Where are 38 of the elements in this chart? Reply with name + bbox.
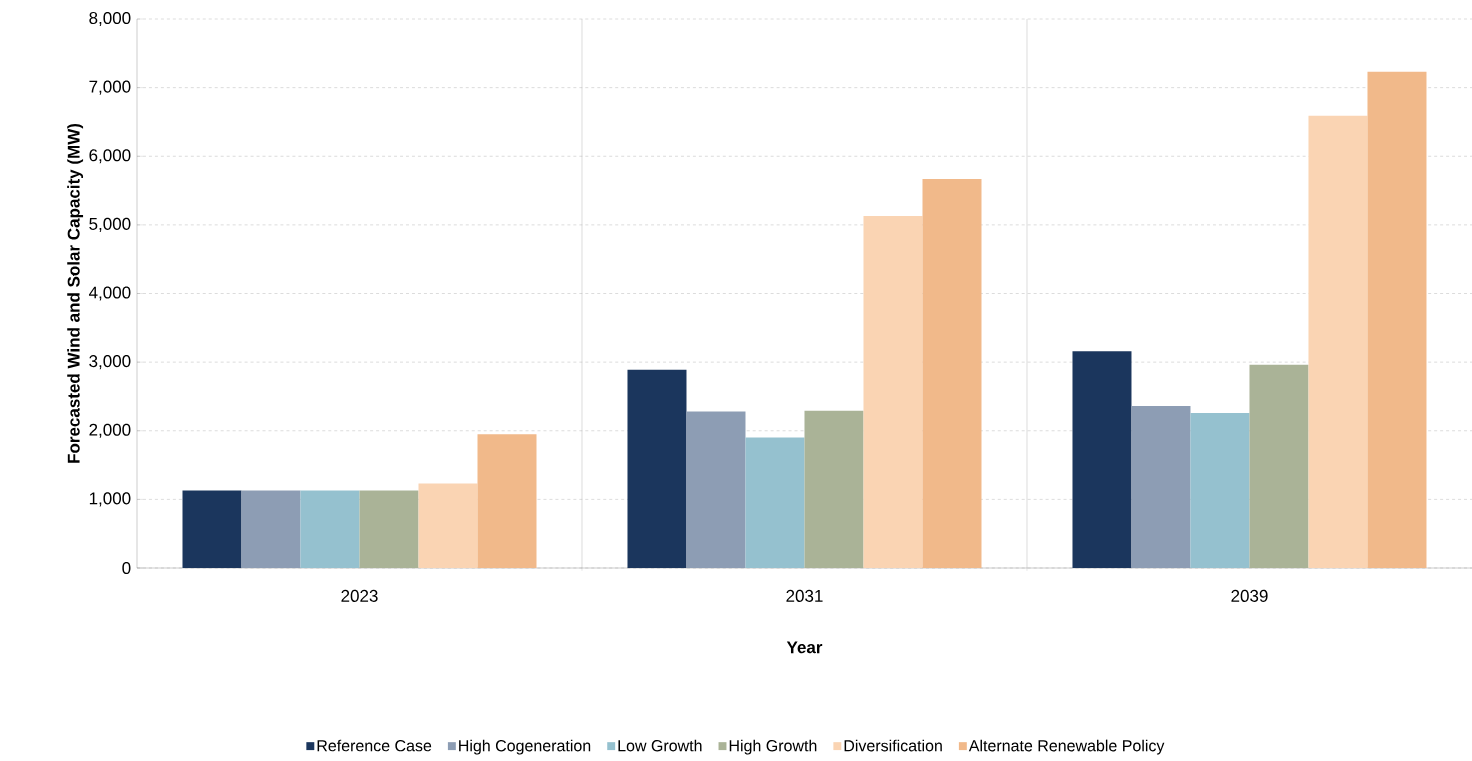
bar <box>300 490 360 568</box>
bar <box>477 434 537 568</box>
y-tick-label: 2,000 <box>89 423 131 438</box>
bar <box>745 437 805 568</box>
x-tick-label: 2031 <box>786 589 823 602</box>
bar <box>1072 351 1132 568</box>
y-tick-label: 6,000 <box>89 149 131 164</box>
x-tick-label: 2039 <box>1231 589 1268 602</box>
bar <box>1190 412 1250 568</box>
y-tick-label: 4,000 <box>88 286 131 301</box>
bar <box>418 483 478 568</box>
legend-label: Diversification <box>844 739 942 752</box>
bar <box>804 410 864 568</box>
bar <box>627 369 687 568</box>
bar <box>686 411 746 568</box>
y-tick-label: 1,000 <box>89 492 131 507</box>
bar <box>182 490 242 568</box>
y-tick-label: 3,000 <box>89 355 131 370</box>
bar <box>863 215 923 568</box>
legend-label: Reference Case <box>317 739 432 752</box>
y-tick-label: 8,000 <box>89 11 131 27</box>
bar <box>1367 71 1427 568</box>
bar <box>359 490 419 568</box>
y-axis-title: Forecasted Wind and Solar Capacity (MW) <box>67 123 84 463</box>
bar <box>1131 406 1191 568</box>
legend-label: Alternate Renewable Policy <box>968 739 1165 755</box>
bar <box>1249 364 1309 568</box>
y-tick-label: 7,000 <box>89 80 131 95</box>
bar <box>1308 115 1368 568</box>
bar <box>241 490 301 568</box>
x-tick-label: 2023 <box>341 589 378 602</box>
legend-label: High Growth <box>729 739 817 755</box>
x-axis-title: Year <box>786 641 823 654</box>
legend-label: Low Growth <box>618 739 702 752</box>
y-tick-label: 5,000 <box>89 217 131 232</box>
legend-label: High Cogeneration <box>459 739 591 755</box>
y-tick-label: 0 <box>122 561 131 575</box>
bar <box>922 178 982 568</box>
